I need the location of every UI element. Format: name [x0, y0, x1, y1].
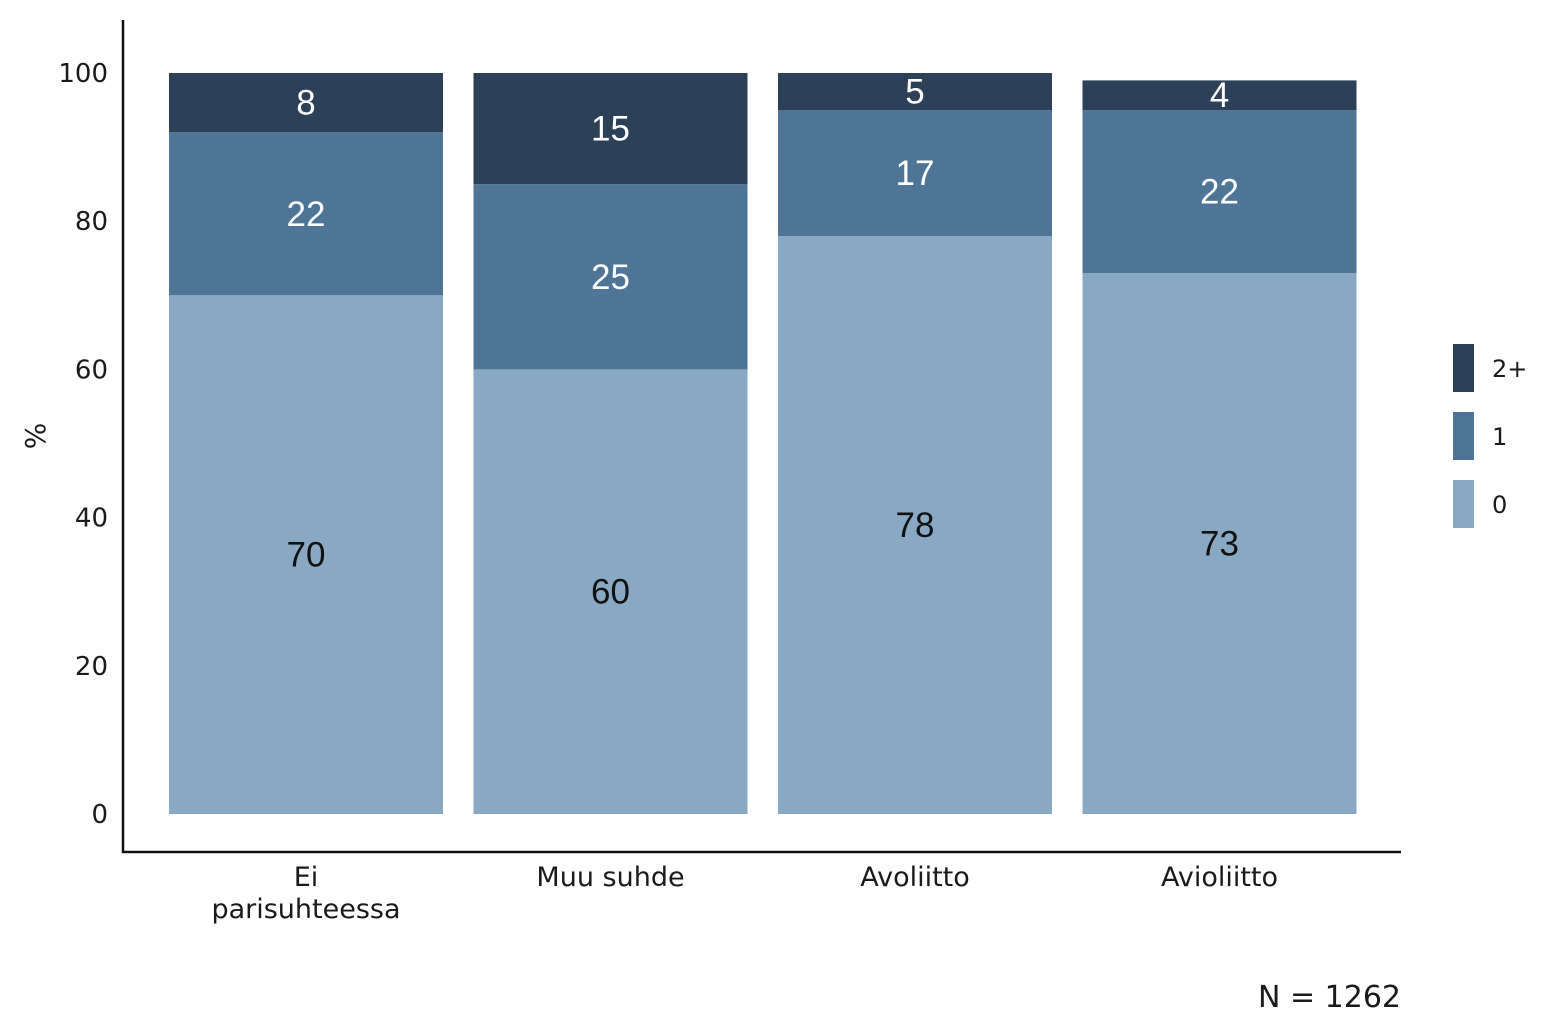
legend-swatch-2plus	[1453, 344, 1474, 392]
bar-ei-parisuhteessa-1	[169, 132, 443, 296]
value-label-avioliitto-2plus: 4	[1210, 76, 1229, 115]
y-tick-label-80: 80	[75, 207, 108, 237]
legend-label-0: 0	[1492, 491, 1507, 519]
bar-muu-suhde-1	[473, 184, 748, 370]
value-label-avoliitto-2plus: 5	[905, 73, 924, 112]
bar-avioliitto-2plus	[1082, 80, 1357, 111]
value-label-muu-suhde-0: 60	[591, 573, 630, 612]
legend-swatch-1	[1453, 412, 1474, 460]
x-tick-label-muu-suhde: Muu suhde	[536, 862, 684, 893]
bar-muu-suhde-2plus	[473, 73, 748, 185]
bar-ei-parisuhteessa-2plus	[169, 73, 443, 133]
legend-swatch-0	[1453, 480, 1474, 528]
legend-label-2plus: 2+	[1492, 355, 1527, 383]
y-tick-label-0: 0	[91, 800, 108, 830]
sample-size-note: N = 1262	[1258, 980, 1401, 1015]
y-axis-label: %	[19, 423, 52, 450]
value-label-ei-parisuhteessa-2plus: 8	[296, 84, 315, 123]
bar-avioliitto-1	[1082, 110, 1357, 274]
bar-avioliitto-0	[1082, 273, 1357, 814]
x-tick-label-ei-parisuhteessa-line1: Ei	[294, 862, 319, 893]
value-labels-group: 70 22 8 60 25 15 78 17 5 73 22 4	[287, 73, 1239, 612]
bar-avoliitto-1	[778, 110, 1052, 237]
legend-label-1: 1	[1492, 423, 1507, 451]
value-label-muu-suhde-2plus: 15	[591, 110, 630, 149]
y-tick-labels: 0 20 40 60 80 100	[58, 59, 108, 830]
bar-ei-parisuhteessa-0	[169, 295, 443, 814]
x-tick-label-avioliitto: Avioliitto	[1161, 862, 1278, 893]
value-label-avioliitto-1: 22	[1200, 173, 1239, 212]
y-tick-label-20: 20	[75, 652, 108, 682]
value-label-avoliitto-0: 78	[896, 506, 935, 545]
bars-group	[169, 73, 1357, 814]
y-tick-label-60: 60	[75, 355, 108, 385]
value-label-avoliitto-1: 17	[896, 154, 935, 193]
bar-avoliitto-0	[778, 236, 1052, 814]
value-label-ei-parisuhteessa-1: 22	[287, 195, 326, 234]
value-label-avioliitto-0: 73	[1200, 525, 1239, 564]
value-label-muu-suhde-1: 25	[591, 258, 630, 297]
value-label-ei-parisuhteessa-0: 70	[287, 536, 326, 575]
x-tick-label-ei-parisuhteessa-line2: parisuhteessa	[211, 894, 400, 925]
y-tick-label-40: 40	[75, 504, 108, 534]
bar-muu-suhde-0	[473, 369, 748, 814]
bar-avoliitto-2plus	[778, 73, 1052, 111]
x-tick-label-avoliitto: Avoliitto	[860, 862, 970, 893]
y-tick-label-100: 100	[58, 59, 108, 89]
legend: 2+ 1 0	[1453, 344, 1527, 528]
